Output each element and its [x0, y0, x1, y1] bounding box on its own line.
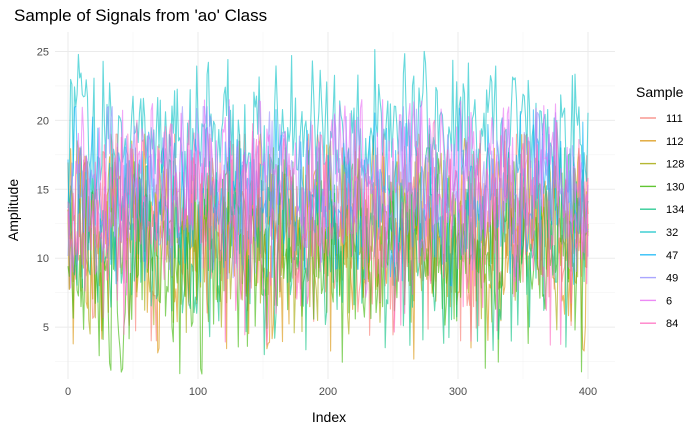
x-tick-label: 0 [65, 386, 71, 398]
legend-item-47: 47 [640, 250, 678, 262]
x-axis-ticks: 0 100 200 300 400 [65, 386, 597, 398]
legend-label: 134 [666, 204, 684, 216]
legend-item-128: 128 [640, 159, 684, 171]
legend-label: 112 [666, 136, 684, 148]
series-line-84 [67, 119, 589, 346]
y-tick-label: 20 [37, 115, 49, 127]
chart-title: Sample of Signals from 'ao' Class [14, 6, 267, 25]
legend-item-112: 112 [640, 136, 684, 148]
legend-item-84: 84 [640, 318, 678, 330]
y-tick-label: 25 [37, 47, 49, 59]
legend-item-130: 130 [640, 181, 684, 193]
x-tick-label: 400 [579, 386, 597, 398]
legend-item-49: 49 [640, 273, 678, 285]
legend-label: 84 [666, 318, 678, 330]
x-tick-label: 200 [319, 386, 337, 398]
legend-item-111: 111 [640, 113, 683, 125]
legend-label: 49 [666, 273, 678, 285]
y-tick-label: 15 [37, 184, 49, 196]
series-line-47 [67, 106, 589, 287]
legend-label: 32 [666, 227, 678, 239]
legend-label: 128 [666, 159, 684, 171]
legend-label: 47 [666, 250, 678, 262]
x-tick-label: 300 [449, 386, 467, 398]
x-tick-label: 100 [189, 386, 207, 398]
legend-label: 130 [666, 181, 684, 193]
legend-label: 111 [666, 113, 683, 125]
legend-item-6: 6 [640, 295, 672, 307]
y-axis-ticks: 5 10 15 20 25 [37, 47, 49, 335]
y-tick-label: 5 [43, 322, 49, 334]
legend-items: 111 112 128 130 134 32 47 49 6 84 [640, 113, 684, 330]
legend-title: Sample [636, 84, 684, 100]
legend: Sample 111 112 128 130 134 32 47 49 6 84 [636, 84, 684, 330]
y-tick-label: 10 [37, 253, 49, 265]
x-axis-title: Index [312, 409, 346, 425]
legend-label: 6 [666, 295, 672, 307]
series-layer [67, 49, 589, 375]
legend-item-134: 134 [640, 204, 684, 216]
legend-item-32: 32 [640, 227, 678, 239]
y-axis-title: Amplitude [5, 179, 21, 241]
